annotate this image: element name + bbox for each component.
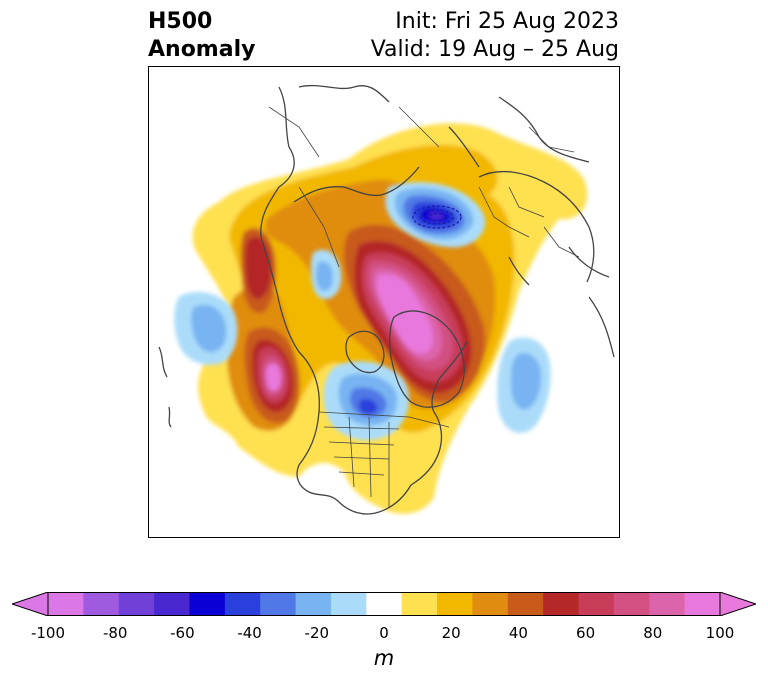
colorbar-extend-max xyxy=(719,592,756,616)
political-borders xyxy=(268,106,580,507)
colorbar-tick-label: 40 xyxy=(508,624,528,642)
map-panel xyxy=(148,66,620,538)
colorbar-cell xyxy=(543,592,580,616)
colorbar-tick-label: 100 xyxy=(705,624,735,642)
colorbar-cell xyxy=(472,592,509,616)
map-subtitle: Init: Fri 25 Aug 2023 Valid: 19 Aug – 25… xyxy=(371,8,619,64)
colorbar-tick-label: -20 xyxy=(304,624,330,642)
init-time: Init: Fri 25 Aug 2023 xyxy=(395,9,619,34)
colorbar-cell xyxy=(401,592,438,616)
colorbar xyxy=(12,592,756,616)
colorbar-cell xyxy=(578,592,615,616)
colorbar-tick-label: -40 xyxy=(237,624,262,642)
colorbar-cell xyxy=(224,592,261,616)
colorbar-tick-label: -60 xyxy=(170,624,195,642)
colorbar-cell xyxy=(260,592,297,616)
colorbar-tick-label: -80 xyxy=(102,624,128,642)
colorbar-tick-labels: -100 -80 -60 -40 -20 0 20 40 60 80 100 xyxy=(0,624,768,644)
colorbar-cell xyxy=(437,592,473,616)
colorbar-tick-label: 60 xyxy=(576,624,596,642)
negative-contour-lines xyxy=(412,205,462,229)
colorbar-tick-label: -100 xyxy=(30,624,66,642)
colorbar-cell xyxy=(295,592,332,616)
coastlines xyxy=(158,84,615,515)
colorbar-cell xyxy=(48,592,84,616)
colorbar-units: m xyxy=(373,646,395,670)
colorbar-outline xyxy=(47,592,721,616)
colorbar-cell xyxy=(154,592,190,616)
colorbar-cell xyxy=(330,592,367,616)
colorbar-extend-min xyxy=(12,592,49,616)
positive-anomaly-regions xyxy=(192,123,588,514)
colorbar-cells xyxy=(12,592,756,616)
colorbar-cell xyxy=(684,592,721,616)
title-variable: H500 xyxy=(148,9,213,34)
colorbar-cell xyxy=(649,592,686,616)
title-field: Anomaly xyxy=(148,37,256,62)
colorbar-tick-label: 0 xyxy=(379,624,389,642)
map-title: H500 Anomaly xyxy=(148,8,255,64)
colorbar-cell xyxy=(83,592,120,616)
negative-anomaly-regions xyxy=(174,182,551,441)
colorbar-cell xyxy=(613,592,650,616)
colorbar-cell xyxy=(507,592,544,616)
colorbar-cell xyxy=(366,592,403,616)
valid-period: Valid: 19 Aug – 25 Aug xyxy=(370,37,619,62)
colorbar-cell xyxy=(118,592,155,616)
anomaly-map xyxy=(158,84,615,515)
colorbar-cell xyxy=(189,592,226,616)
colorbar-tick-label: 80 xyxy=(643,624,663,642)
colorbar-tick-label: 20 xyxy=(441,624,461,642)
